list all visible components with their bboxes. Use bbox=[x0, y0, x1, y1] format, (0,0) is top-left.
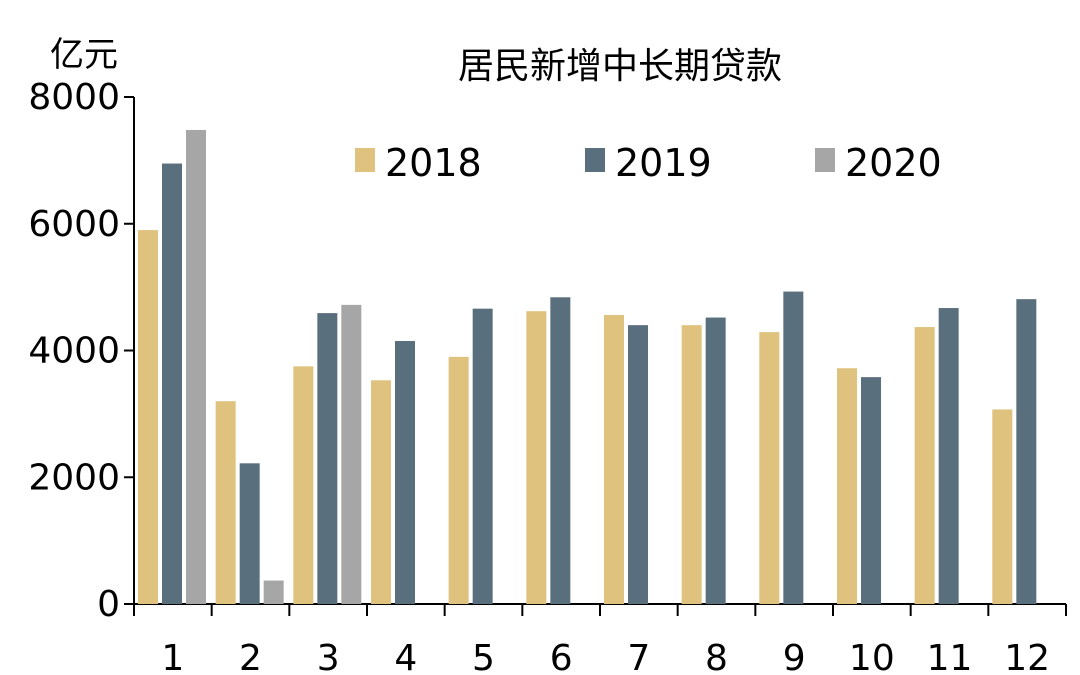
x-tick-label: 11 bbox=[927, 638, 973, 675]
bar-2019-2 bbox=[239, 463, 260, 604]
x-tick-label: 7 bbox=[627, 638, 650, 675]
legend-swatch-2018 bbox=[355, 148, 375, 172]
x-tick-label: 1 bbox=[161, 638, 184, 675]
bar-2020-1 bbox=[186, 129, 206, 604]
legend-label-2019: 2019 bbox=[615, 141, 712, 185]
bars-group bbox=[138, 129, 1037, 604]
x-tick-label: 10 bbox=[849, 638, 895, 675]
bar-2019-6 bbox=[550, 297, 571, 604]
bar-2019-3 bbox=[317, 313, 338, 604]
bar-2018-5 bbox=[448, 356, 469, 604]
bar-2018-3 bbox=[293, 366, 314, 604]
y-tick-label: 8000 bbox=[28, 77, 120, 118]
x-tick-label: 3 bbox=[317, 638, 340, 675]
y-tick-label: 2000 bbox=[28, 457, 120, 498]
chart-title: 居民新增中长期贷款 bbox=[458, 46, 782, 87]
legend: 2018 2019 2020 bbox=[355, 141, 942, 185]
bar-2019-1 bbox=[162, 163, 182, 604]
bar-2019-12 bbox=[1016, 299, 1037, 604]
bar-2020-3 bbox=[341, 304, 362, 604]
y-axis-unit: 亿元 bbox=[50, 35, 118, 75]
bar-2019-10 bbox=[861, 377, 881, 604]
x-tick-label: 9 bbox=[783, 638, 806, 675]
legend-swatch-2020 bbox=[815, 148, 835, 172]
y-tick-label: 6000 bbox=[28, 204, 120, 245]
x-tick-label: 4 bbox=[394, 638, 417, 675]
x-tick-label: 6 bbox=[550, 638, 573, 675]
bar-2018-6 bbox=[526, 311, 547, 604]
bar-2019-9 bbox=[783, 291, 804, 604]
bar-2018-2 bbox=[215, 401, 236, 604]
legend-label-2018: 2018 bbox=[385, 141, 482, 185]
bar-2019-5 bbox=[472, 308, 493, 604]
bar-2019-7 bbox=[628, 325, 648, 604]
x-tick-label: 5 bbox=[472, 638, 495, 675]
y-tick-label: 4000 bbox=[28, 331, 120, 372]
x-tick-label: 12 bbox=[1004, 638, 1050, 675]
x-tick-label: 2 bbox=[239, 638, 262, 675]
y-tick-label: 0 bbox=[97, 584, 120, 625]
bar-2019-8 bbox=[705, 317, 726, 604]
bar-2020-2 bbox=[263, 580, 284, 604]
legend-swatch-2019 bbox=[585, 148, 605, 172]
bar-2018-12 bbox=[992, 409, 1013, 604]
bar-2018-10 bbox=[837, 368, 857, 604]
bar-2019-4 bbox=[395, 340, 415, 604]
bar-2019-11 bbox=[938, 308, 959, 604]
bar-2018-8 bbox=[681, 325, 702, 604]
bar-2018-9 bbox=[759, 332, 780, 604]
bar-2018-11 bbox=[914, 327, 935, 604]
x-tick-label: 8 bbox=[705, 638, 728, 675]
bar-2018-4 bbox=[371, 380, 391, 604]
bar-2018-7 bbox=[604, 315, 624, 604]
legend-label-2020: 2020 bbox=[845, 141, 942, 185]
bar-2018-1 bbox=[138, 230, 158, 604]
